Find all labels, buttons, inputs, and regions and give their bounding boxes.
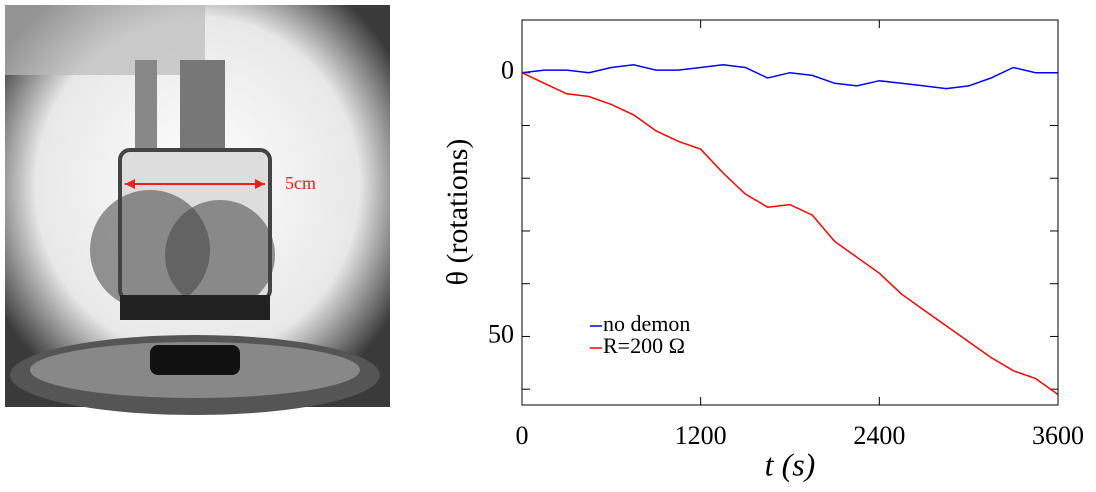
x-tick-label: 1200 (675, 421, 727, 450)
annotation: 5cm (285, 173, 316, 193)
series-line (521, 72, 1059, 396)
series-line (521, 64, 1058, 90)
y-tick-label: 0 (501, 56, 514, 85)
legend-label: no demon (603, 311, 690, 336)
y-axis-label: θ (rotations) (441, 139, 474, 286)
x-axis-label: t (s) (765, 446, 816, 482)
x-tick-label: 0 (516, 421, 529, 450)
plot-frame (521, 19, 1059, 406)
legend-label: R=200 Ω (603, 333, 685, 358)
x-tick-label: 2400 (853, 421, 905, 450)
x-tick-label: 3600 (1032, 421, 1084, 450)
photo: 5cm (5, 5, 390, 415)
y-tick-label: 50 (488, 319, 514, 348)
